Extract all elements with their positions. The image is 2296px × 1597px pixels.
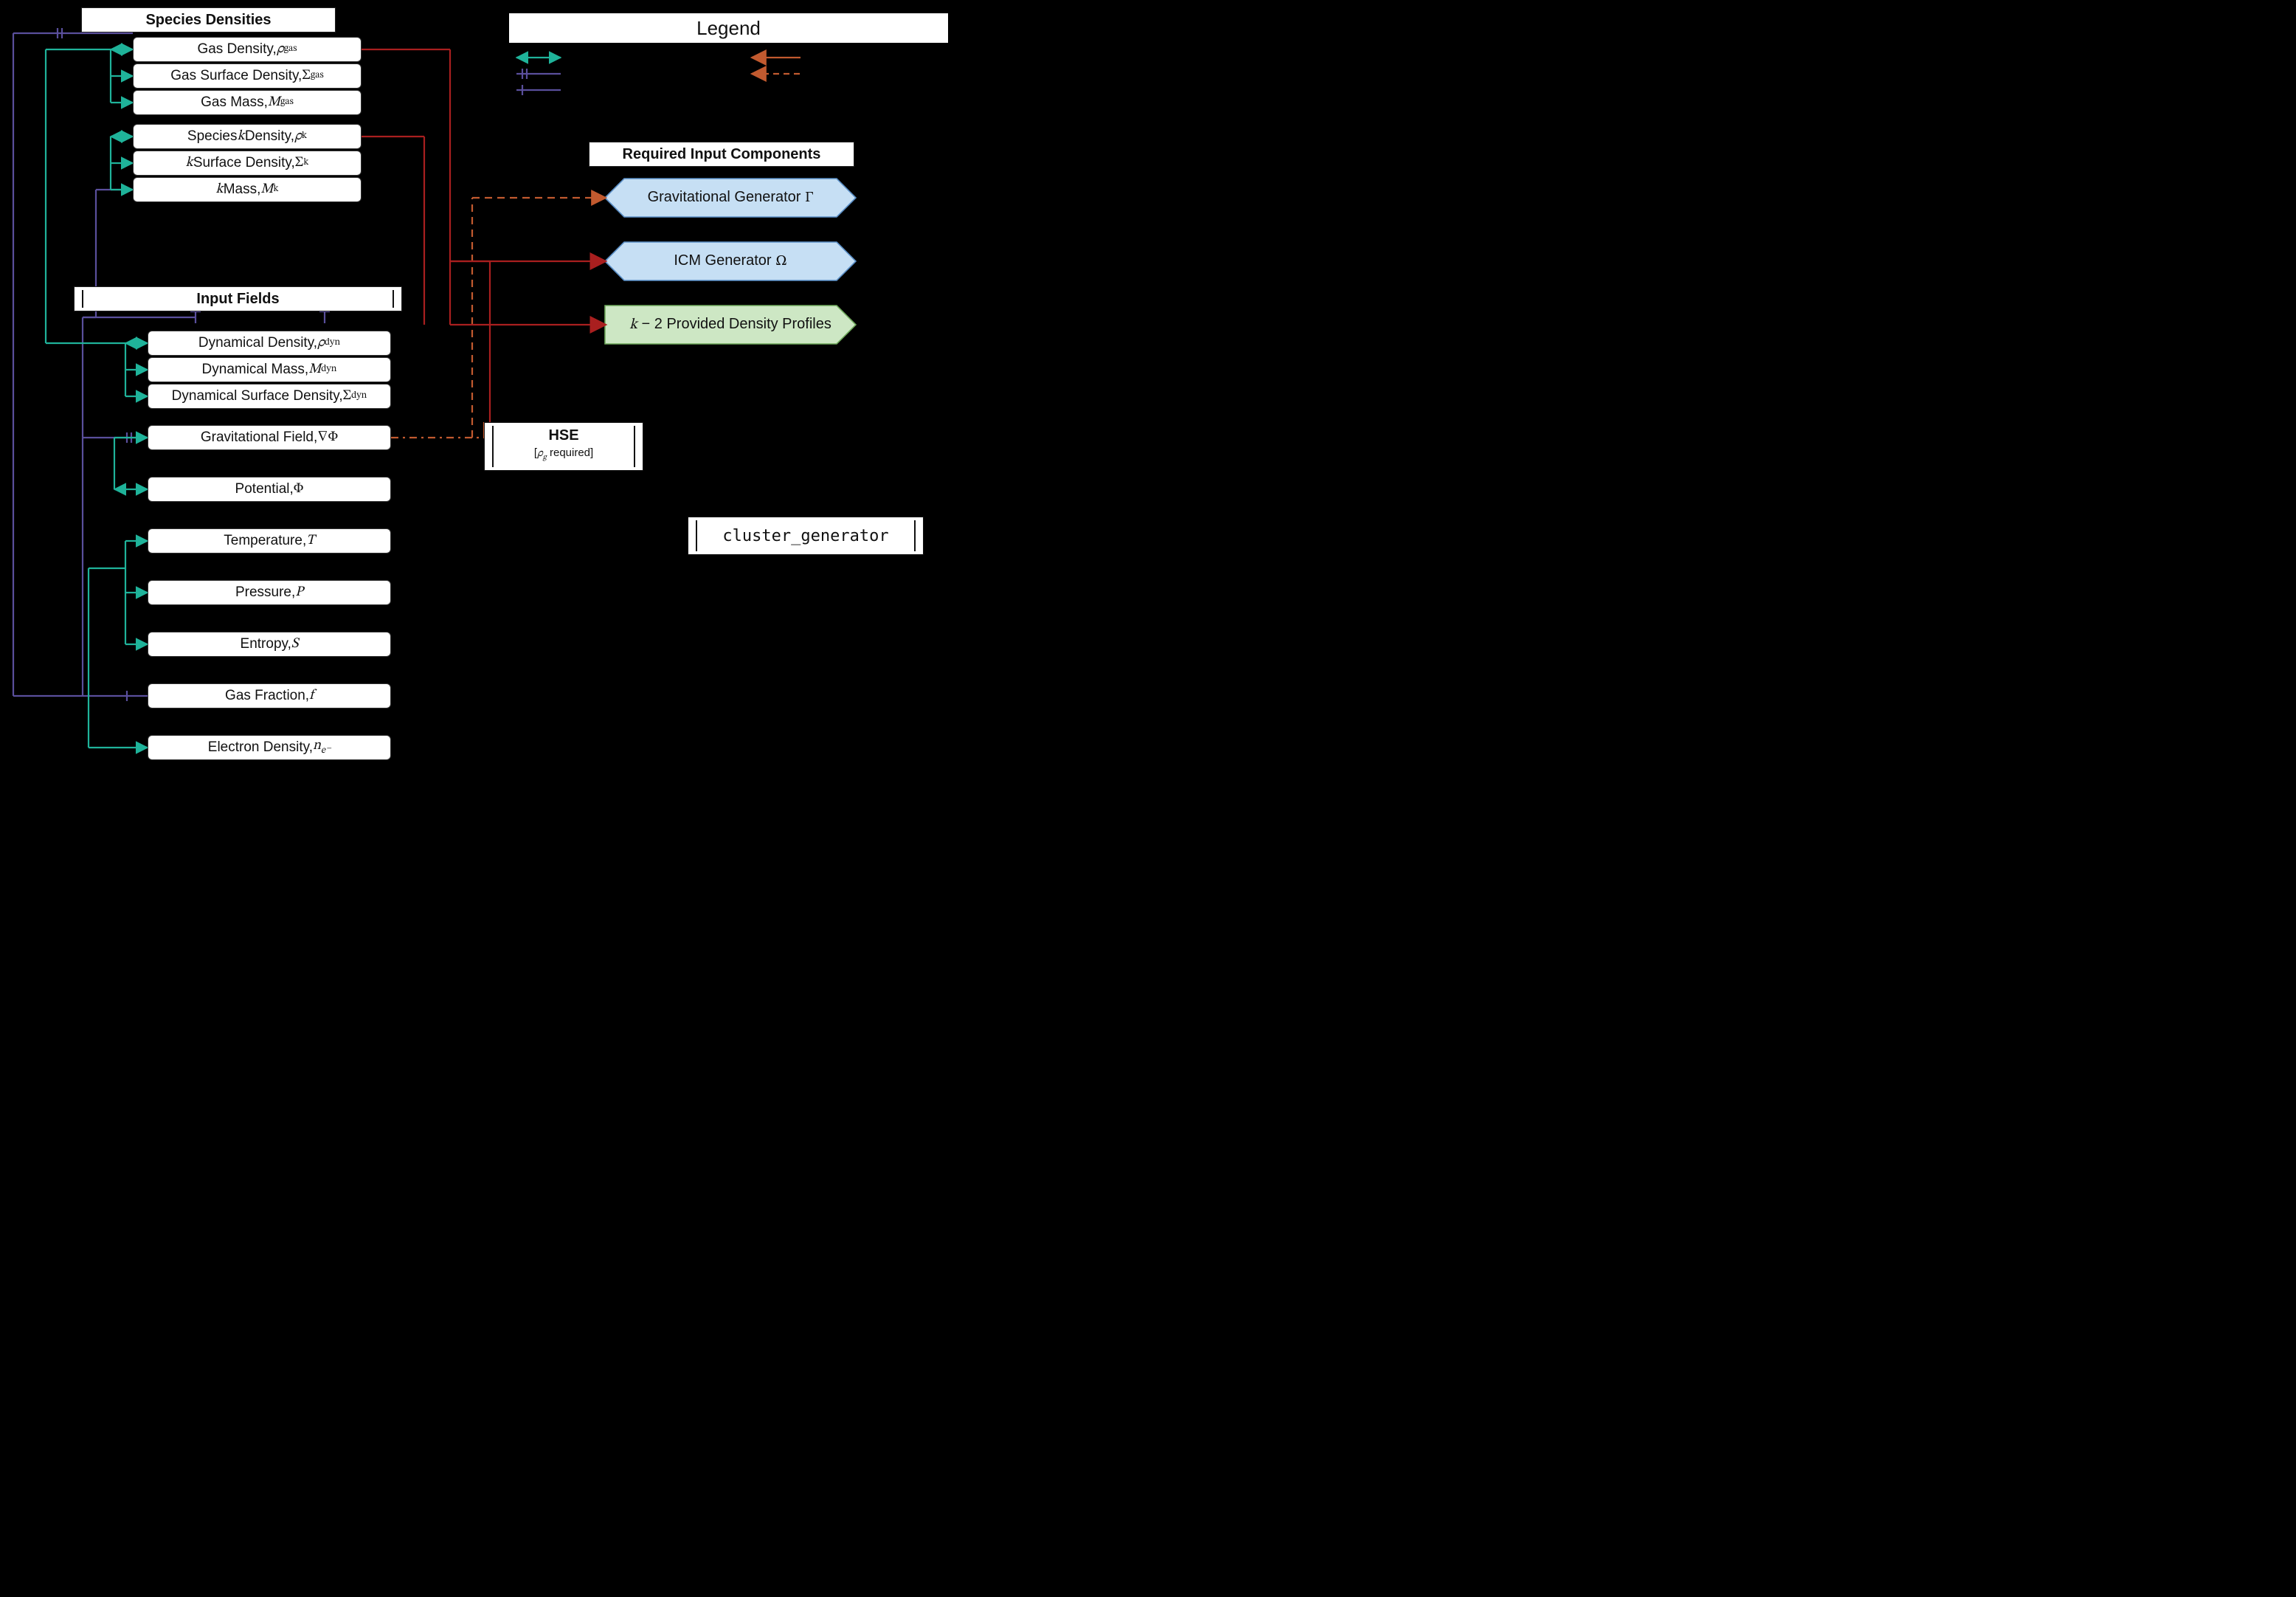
hse-box: HSE[ρg required]	[484, 422, 643, 471]
input-row-gradPhi: Gravitational Field, ∇Φ	[148, 425, 391, 450]
input-row-S: Entropy, S	[148, 632, 391, 657]
input-row-rho_dyn: Dynamical Density, ρdyn	[148, 331, 391, 356]
input-row-ne: Electron Density, ne⁻	[148, 735, 391, 760]
input-row-f: Gas Fraction, f	[148, 683, 391, 708]
input-row-Sig_dyn: Dynamical Surface Density, Σdyn	[148, 384, 391, 409]
component-grav: Gravitational Generator Γ	[605, 189, 856, 207]
species-row: Gas Mass, Mgas	[133, 90, 362, 115]
legend-title: Legend	[509, 13, 948, 43]
header-species: Species Densities	[81, 7, 336, 32]
species-row: Species k Density, ρk	[133, 124, 362, 149]
header-inputs: Input Fields	[74, 286, 402, 311]
component-kprof: k − 2 Provided Density Profiles	[605, 316, 856, 334]
input-row-M_dyn: Dynamical Mass, Mdyn	[148, 357, 391, 382]
species-row: k Mass, Mk	[133, 177, 362, 202]
input-row-T: Temperature, T	[148, 528, 391, 553]
species-row: Gas Density, ρgas	[133, 37, 362, 62]
species-row: Gas Surface Density, Σgas	[133, 63, 362, 89]
header-required: Required Input Components	[589, 142, 854, 167]
input-row-P: Pressure, P	[148, 580, 391, 605]
species-row: k Surface Density, Σk	[133, 151, 362, 176]
diagram-stage: Legend Species Densities Input Fields Requi…	[0, 0, 1148, 798]
cluster-generator-box: cluster_generator	[688, 517, 924, 555]
component-icm: ICM Generator Ω	[605, 252, 856, 270]
input-row-Phi: Potential, Φ	[148, 477, 391, 502]
